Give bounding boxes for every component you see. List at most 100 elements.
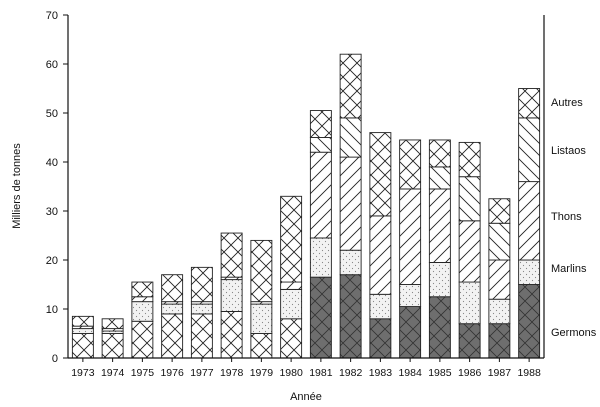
- x-tick-label: 1981: [309, 367, 333, 379]
- y-ticks: 0 10 20 30 40 50 60 70: [46, 10, 68, 365]
- y-tick-label: 60: [46, 59, 58, 71]
- x-tick-label: 1975: [131, 367, 155, 379]
- bar-autres-1980: [280, 195, 303, 283]
- bar-autres-1979: [250, 239, 273, 303]
- bar-marlins-1982: [339, 249, 362, 276]
- bar-marlins-1975: [131, 301, 154, 322]
- x-tick-label: 1974: [101, 367, 125, 379]
- bar-marlins-1981: [309, 237, 332, 278]
- bar-listaos-1988: [518, 117, 541, 183]
- bar-germons-1986: [458, 323, 481, 359]
- bar-germons-1983: [369, 318, 392, 359]
- bar-autres-1987: [488, 198, 511, 224]
- x-tick-label: 1979: [250, 367, 274, 379]
- bar-germons-1978: [220, 311, 243, 359]
- bar-thons-1983: [369, 215, 392, 295]
- bar-marlins-1986: [458, 281, 481, 325]
- legend-label-germons: Germons: [551, 327, 597, 339]
- bar-autres-1988: [518, 88, 541, 119]
- bar-autres-1986: [458, 141, 481, 178]
- bar-autres-1981: [309, 110, 332, 138]
- bar-autres-1978: [220, 232, 243, 278]
- bar-germons-1987: [488, 323, 511, 359]
- bar-listaos-1986: [458, 176, 481, 222]
- bar-autres-1973: [71, 315, 94, 327]
- bar-marlins-1984: [399, 284, 422, 307]
- bar-listaos-1987: [488, 222, 511, 261]
- bar-autres-1974: [101, 318, 124, 330]
- bar-marlins-1985: [428, 262, 451, 298]
- bar-thons-1986: [458, 220, 481, 283]
- y-tick-label: 30: [46, 206, 58, 218]
- x-tick-label: 1982: [339, 367, 363, 379]
- y-tick-label: 70: [46, 10, 58, 22]
- x-tick-label: 1973: [71, 367, 95, 379]
- bar-thons-1985: [428, 188, 451, 263]
- legend-label-autres: Autres: [551, 97, 583, 109]
- bar-thons-1980: [280, 281, 303, 290]
- bar-thons-1982: [339, 156, 362, 251]
- bar-germons-1988: [518, 284, 541, 359]
- bar-germons-1977: [190, 313, 213, 359]
- bar-marlins-1987: [488, 298, 511, 325]
- bar-germons-1979: [250, 333, 273, 359]
- bar-listaos-1982: [339, 117, 362, 158]
- bar-germons-1982: [339, 274, 362, 359]
- x-tick-label: 1986: [458, 367, 482, 379]
- bar-germons-1975: [131, 320, 154, 359]
- bar-autres-1976: [161, 274, 184, 303]
- bar-marlins-1977: [190, 303, 213, 315]
- bar-marlins-1980: [280, 288, 303, 320]
- x-ticks: 1973 1974 1975 1976 1977 1978 1979 1980 1981 1982…: [71, 358, 541, 379]
- x-tick-label: 1983: [369, 367, 393, 379]
- x-tick-label: 1985: [428, 367, 452, 379]
- x-tick-label: 1984: [398, 367, 422, 379]
- x-tick-label: 1977: [190, 367, 214, 379]
- bar-germons-1974: [101, 333, 124, 359]
- bar-marlins-1978: [220, 279, 243, 312]
- bar-autres-1975: [131, 281, 154, 298]
- bar-germons-1980: [280, 318, 303, 359]
- bar-listaos-1981: [309, 137, 332, 153]
- legend-label-marlins: Marlins: [551, 263, 587, 275]
- bar-autres-1982: [339, 53, 362, 119]
- bar-germons-1976: [161, 313, 184, 359]
- bar-marlins-1973: [71, 328, 94, 334]
- legend-label-thons: Thons: [551, 211, 582, 223]
- bar-listaos-1985: [428, 166, 451, 190]
- bar-autres-1984: [399, 139, 422, 190]
- bars-layer: [71, 53, 541, 359]
- x-axis-title: Année: [290, 391, 322, 403]
- bar-germons-1985: [428, 296, 451, 359]
- legend-label-listaos: Listaos: [551, 145, 586, 157]
- bar-thons-1981: [309, 151, 332, 239]
- y-tick-label: 40: [46, 157, 58, 169]
- bar-thons-1988: [518, 181, 541, 261]
- x-tick-label: 1987: [488, 367, 512, 379]
- bar-germons-1981: [309, 276, 332, 359]
- x-tick-label: 1980: [279, 367, 303, 379]
- y-tick-label: 0: [52, 353, 58, 365]
- y-tick-label: 50: [46, 108, 58, 120]
- bar-thons-1987: [488, 259, 511, 300]
- bar-thons-1975: [131, 296, 154, 303]
- bar-thons-1984: [399, 188, 422, 285]
- bar-autres-1985: [428, 139, 451, 168]
- bar-autres-1983: [369, 132, 392, 217]
- x-tick-label: 1978: [220, 367, 244, 379]
- bar-autres-1977: [190, 266, 213, 303]
- y-tick-label: 10: [46, 304, 58, 316]
- legend: Autres Listaos Thons Marlins Germons: [551, 97, 597, 339]
- bar-marlins-1979: [250, 303, 273, 334]
- y-tick-label: 20: [46, 255, 58, 267]
- bar-marlins-1983: [369, 293, 392, 320]
- bar-marlins-1988: [518, 259, 541, 285]
- x-tick-label: 1988: [517, 367, 541, 379]
- axes: [67, 15, 545, 359]
- y-axis-title: Milliers de tonnes: [11, 143, 23, 229]
- x-tick-label: 1976: [160, 367, 184, 379]
- bar-germons-1973: [71, 333, 94, 359]
- bar-germons-1984: [399, 306, 422, 359]
- bar-marlins-1976: [161, 303, 184, 315]
